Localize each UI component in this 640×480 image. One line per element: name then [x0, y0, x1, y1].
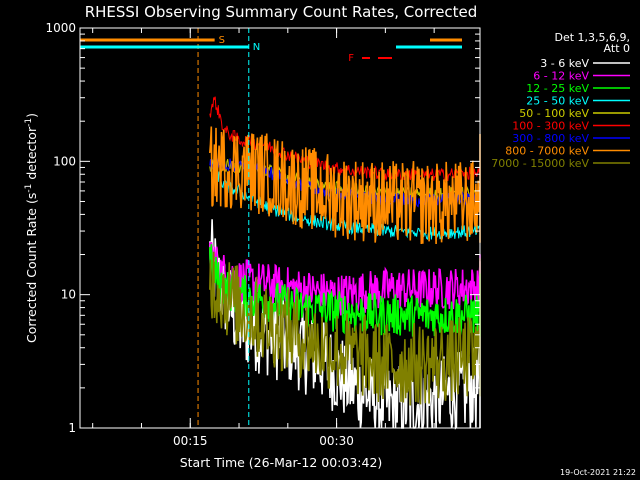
legend-label-5: 50 - 100 keV	[519, 107, 589, 120]
x-tick-label-00:15: 00:15	[173, 434, 208, 448]
flag-label-s: S	[219, 35, 225, 46]
flag-label-f: F	[348, 53, 354, 64]
legend-header-line2: Att 0	[604, 42, 630, 55]
y-tick-label-100: 100	[53, 154, 76, 168]
x-tick-label-00:30: 00:30	[319, 434, 354, 448]
axis-layer: 1 10 100 1000 00:15 00:30	[45, 21, 480, 448]
legend-label-4: 25 - 50 keV	[526, 95, 589, 108]
flag-label-n: N	[253, 42, 260, 53]
y-tick-label-1000: 1000	[45, 21, 76, 35]
chart-title: RHESSI Observing Summary Count Rates, Co…	[85, 3, 478, 21]
y-axis-label: Corrected Count Rate (s-1 detector-1)	[24, 113, 39, 343]
plot-frame	[79, 27, 481, 429]
legend-label-2: 6 - 12 keV	[533, 70, 589, 83]
legend-label-1: 3 - 6 keV	[540, 57, 589, 70]
y-tick-label-1: 1	[68, 421, 76, 435]
legend-label-9: 7000 - 15000 keV	[491, 157, 589, 170]
legend-label-3: 12 - 25 keV	[526, 82, 589, 95]
y-tick-label-10: 10	[61, 288, 76, 302]
x-axis-label: Start Time (26-Mar-12 00:03:42)	[180, 455, 383, 470]
legend-label-8: 800 - 7000 keV	[505, 145, 589, 158]
legend-header-line1: Det 1,3,5,6,9,	[554, 31, 630, 44]
footer-date: 19-Oct-2021 21:22	[560, 468, 636, 477]
legend-label-6: 100 - 300 keV	[512, 120, 589, 133]
legend-label-7: 300 - 800 keV	[512, 132, 589, 145]
